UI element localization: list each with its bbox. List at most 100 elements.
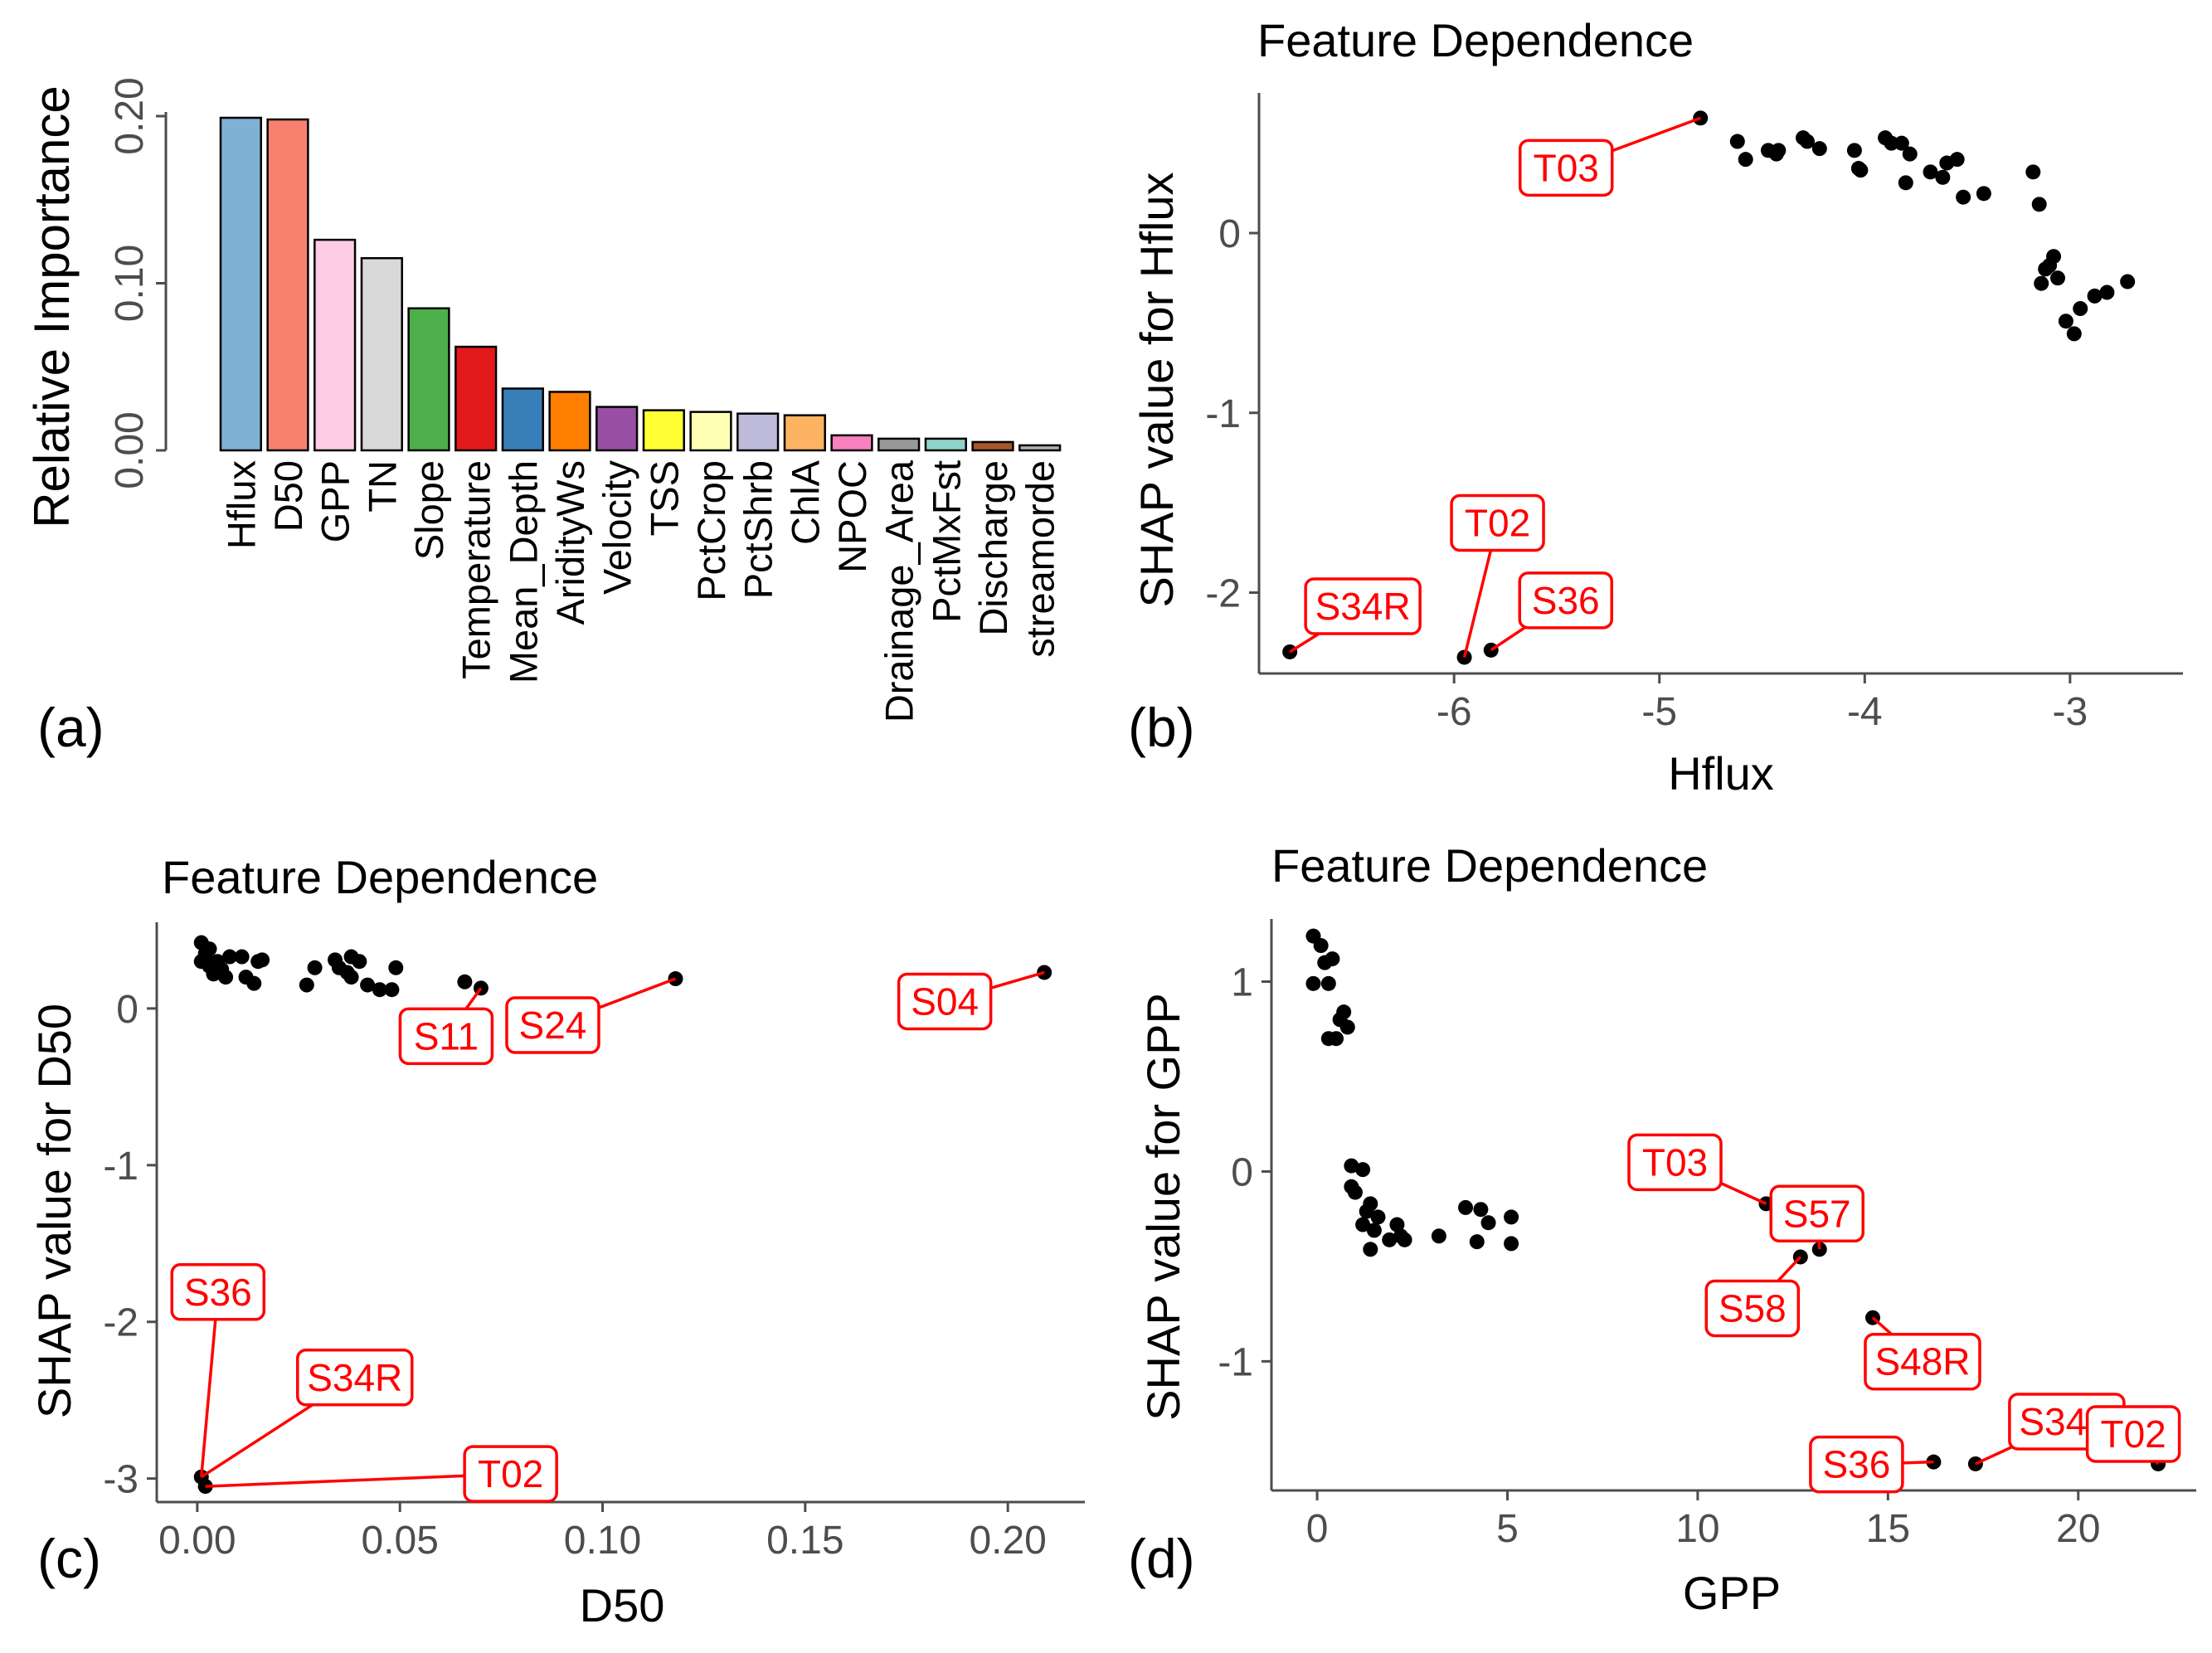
panel-c-y-tick-label: -3 (103, 1458, 139, 1502)
panel-b-point (2046, 249, 2062, 265)
panel-c-scatter: Feature Dependence SHAP value for D50 D5… (28, 851, 1085, 1631)
panel-b-annotation-label: S34R (1315, 585, 1411, 628)
panel-c-y-tick-label: -2 (103, 1301, 139, 1345)
panel-d-point (1313, 938, 1329, 954)
panel-c-point (384, 982, 400, 998)
panel-b-point (1771, 143, 1787, 158)
panel-d-point (1336, 1004, 1352, 1020)
panel-b-point (1853, 163, 1869, 178)
panel-c-point (372, 982, 387, 998)
panel-b-point (2087, 288, 2103, 304)
panel-c-annotation-label: S24 (519, 1004, 587, 1047)
panel-d-point (1504, 1236, 1519, 1252)
panel-a-x-tick-label: Velocity (596, 460, 639, 595)
panel-d-annotation-box (1704, 1279, 1801, 1338)
panel-d-annotation-label: T02 (2100, 1412, 2166, 1456)
panel-c-annotation-label: S34R (307, 1356, 402, 1399)
panel-c-point (307, 960, 323, 975)
panel-d-point (1431, 1228, 1446, 1244)
panel-label-a: (a) (37, 697, 105, 758)
panel-d-x-tick-label: 10 (1675, 1507, 1719, 1551)
panel-a-x-tick-label: AridityWs (548, 460, 592, 625)
panel-d-point (1347, 1184, 1363, 1200)
panel-b-y-tick-label: -2 (1205, 571, 1241, 615)
panel-b-point (1846, 143, 1862, 158)
panel-d-y-tick-label: 0 (1231, 1150, 1253, 1194)
panel-b-x-tick-label: -6 (1437, 690, 1472, 734)
panel-d-annotation-label: S36 (1822, 1443, 1890, 1486)
panel-b-y-tick-label: 0 (1218, 212, 1241, 256)
panel-c-y-axis-label: SHAP value for D50 (28, 1004, 80, 1418)
panel-c-point (246, 975, 262, 991)
panel-a-y-axis-label: Relative Importance (24, 85, 80, 528)
panel-b-x-tick-label: -3 (2053, 690, 2088, 734)
panel-c-annotation-leader (205, 1472, 511, 1488)
panel-d-x-tick-label: 0 (1306, 1507, 1329, 1551)
panel-c-x-tick-label: 0.00 (158, 1519, 236, 1563)
panel-d-point (1366, 1223, 1382, 1238)
panel-b-point (1884, 135, 1899, 151)
panel-c-y-tick-label: -1 (103, 1145, 139, 1189)
panel-d-point (1473, 1202, 1489, 1218)
panel-a-x-tick-label: GPP (314, 460, 357, 542)
panel-a-x-tick-label: Discharge (971, 460, 1015, 636)
panel-c-y-tick-label: 0 (116, 988, 139, 1032)
panel-c-point (202, 941, 217, 957)
panel-c-annotation-box (398, 1007, 494, 1066)
panel-b-point (2049, 270, 2065, 286)
panel-a-y-tick-label: 0.00 (108, 411, 152, 489)
panel-b-y-axis-label: SHAP value for Hflux (1130, 173, 1183, 608)
panel-d-point (1320, 975, 1336, 991)
panel-a-bar (1018, 444, 1062, 452)
panel-b-point (1956, 189, 1971, 205)
panel-c-point (299, 977, 314, 993)
panel-a-x-tick-label: ChlA (783, 459, 827, 545)
panel-b-point (2099, 284, 2115, 300)
panel-d-point (1480, 1215, 1496, 1231)
panel-b-x-axis-label: Hflux (1668, 747, 1774, 800)
panel-d-point (1370, 1209, 1386, 1225)
panel-b-point (2120, 274, 2136, 289)
panel-c-point (352, 954, 367, 970)
panel-c-annotation-label: T02 (478, 1452, 543, 1495)
panel-d-annotation-label: S48R (1874, 1340, 1970, 1383)
panel-c-point (360, 977, 376, 993)
panel-label-c: (c) (37, 1528, 101, 1589)
panel-b-title: Feature Dependence (1257, 14, 1694, 66)
panel-a-x-tick-label: TN (360, 460, 404, 513)
panel-a-bar (455, 345, 498, 452)
panel-d-y-axis-label: SHAP value for GPP (1137, 993, 1189, 1421)
panel-a-bar (783, 414, 826, 452)
panel-c-annotation-box (296, 1349, 414, 1407)
panel-a-x-tick-label: TSS (642, 460, 686, 536)
panel-d-annotation-box (1864, 1332, 1981, 1391)
panel-b-point (1729, 134, 1745, 149)
panel-b-annotation-label: T02 (1465, 501, 1530, 544)
panel-b-annotation-box (1518, 571, 1613, 630)
panel-a-x-tick-label: Drainage_Area (878, 459, 921, 722)
panel-c-x-tick-label: 0.20 (969, 1519, 1046, 1563)
panel-d-point (1305, 975, 1321, 991)
panel-d-point (1363, 1196, 1378, 1212)
panel-d-point (1325, 951, 1340, 967)
panel-a-x-tick-label: Mean_Depth (501, 460, 545, 683)
panel-d-point (1469, 1234, 1485, 1250)
panel-d-point (1344, 1158, 1359, 1174)
panel-a-bar (266, 118, 309, 452)
panel-c-point (202, 958, 217, 974)
panel-d-title: Feature Dependence (1271, 839, 1708, 892)
panel-d-annotation-box (1809, 1435, 1904, 1494)
panel-d-point (1355, 1217, 1371, 1232)
panel-a-bar (878, 437, 921, 452)
panel-d-annotation-label: T03 (1642, 1140, 1708, 1184)
panel-b-annotation-label: T03 (1534, 146, 1599, 189)
panel-d-annotation-box (2085, 1405, 2181, 1463)
panel-a-bar (219, 116, 262, 452)
panel-c-x-axis-label: D50 (580, 1579, 665, 1631)
panel-a-bar (642, 409, 685, 452)
panel-c-annotation-box (897, 972, 993, 1031)
panel-d-y-tick-label: -1 (1218, 1340, 1253, 1384)
panel-d-x-tick-label: 5 (1496, 1507, 1519, 1551)
panel-b-point (2025, 164, 2041, 180)
panel-b-point (2073, 301, 2088, 317)
